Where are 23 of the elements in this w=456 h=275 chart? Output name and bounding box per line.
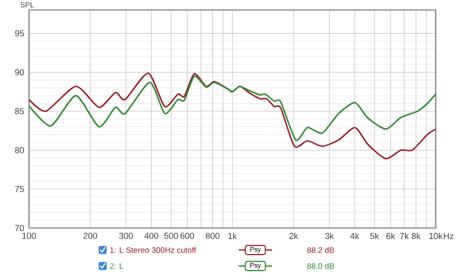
- y-tick-label: 95: [15, 30, 24, 36]
- x-tick-label: 6k: [386, 232, 396, 240]
- y-tick-label: 80: [15, 147, 24, 154]
- y-tick-label: 75: [15, 186, 24, 192]
- y-tick-label: 70: [15, 224, 24, 232]
- y-tick-label: 85: [15, 108, 24, 114]
- x-tick-label: 8k: [412, 232, 421, 240]
- x-tick-label: 800: [206, 232, 220, 239]
- x-tick-label: 400: [144, 232, 158, 239]
- y-tick-label: 90: [15, 69, 24, 76]
- x-tick-label: 1k: [228, 232, 237, 239]
- x-tick-label: 500: [164, 232, 178, 239]
- x-tick-label: 10k: [429, 232, 443, 240]
- x-tick-label: 4k: [350, 232, 360, 239]
- x-tick-label: 100: [22, 232, 36, 239]
- x-tick-label: 600: [180, 232, 194, 239]
- x-tick-label: 5k: [370, 232, 380, 240]
- x-tick-label: 2k: [289, 232, 298, 239]
- x-axis-title: Hz: [444, 233, 454, 239]
- x-tick-label: 300: [119, 232, 133, 239]
- x-tick-label: 3k: [325, 232, 334, 240]
- x-tick-label: 7k: [400, 232, 409, 239]
- x-tick-label: 200: [83, 232, 98, 239]
